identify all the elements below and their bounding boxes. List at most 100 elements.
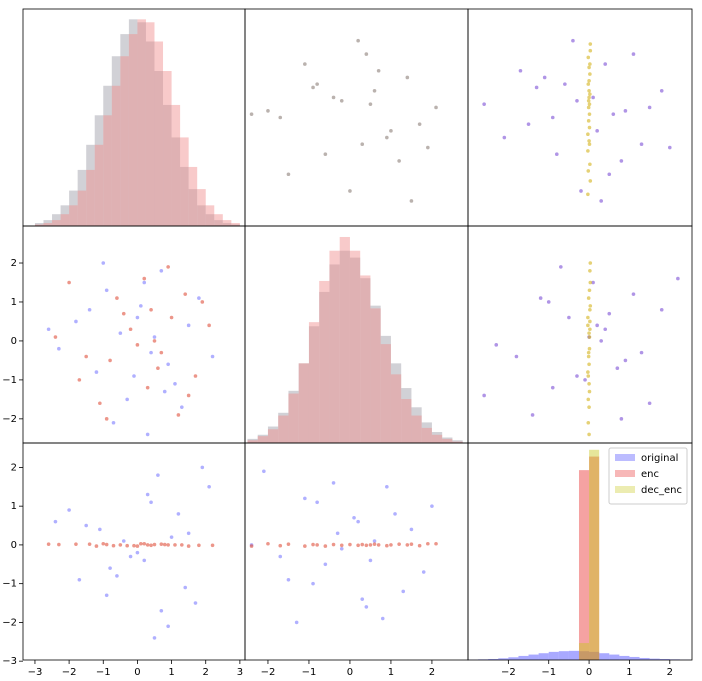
hist-bar [578,651,590,660]
hist-bar [145,22,155,226]
point [183,585,188,590]
hist-bar [288,390,299,443]
point [67,280,71,285]
point [87,542,92,546]
hist-bar [214,220,223,226]
point [303,496,307,501]
point [303,544,307,548]
hist-bar [508,657,519,660]
point [389,129,393,133]
point [311,581,315,586]
hist-bar [69,190,78,226]
point [586,323,590,328]
hist-bar [578,643,590,660]
point [434,541,438,546]
point [526,122,531,126]
point [538,296,543,300]
hist-bar [558,651,569,660]
point [372,539,377,543]
y-tick-label: 0 [11,336,17,347]
point [323,562,328,567]
hist-bar [43,223,53,226]
hist-bar [452,441,463,443]
point [193,601,198,605]
hist-bar [498,658,509,660]
point [368,102,373,106]
point [587,139,591,143]
hist-bar [360,275,371,443]
point [376,68,381,73]
point [587,65,591,70]
hist-bar [171,104,181,226]
point [380,616,385,621]
point [659,88,664,93]
point [186,544,191,548]
point [587,432,591,437]
hist-bar [329,250,340,443]
point [331,542,336,547]
point [586,296,591,300]
point [356,543,360,548]
hist-bar [488,658,499,660]
point [534,85,539,90]
point [599,199,603,203]
hist-bar [77,169,87,226]
point [588,62,592,66]
point [430,504,434,508]
point [331,481,336,485]
x-tick-label: −2 [261,667,276,678]
hist-bar [188,189,198,226]
point [125,543,129,548]
hist-bar [339,236,350,443]
point [142,276,147,281]
hist-bar [60,205,70,226]
point [101,261,106,265]
panel-frame [467,8,693,227]
hist-bar [247,440,258,443]
point [586,105,591,110]
panel-frame [244,442,469,661]
point [588,307,592,312]
hist-bar [421,422,432,443]
hist-bar [257,434,268,443]
point [169,535,174,539]
point [286,172,291,177]
point [588,319,592,324]
hist-bar [390,374,402,443]
point [74,319,78,324]
point [595,129,599,133]
panel [482,261,680,437]
point [186,393,191,398]
point [77,577,82,582]
point [128,554,133,559]
hist-bar [599,653,610,660]
point [587,112,592,116]
point [579,189,583,193]
point [360,142,365,147]
x-tick-label: 3 [237,667,243,678]
hist-bar [163,71,172,226]
point [135,550,140,555]
hist-bar [380,344,391,443]
point [559,265,563,269]
hist-bar [360,278,371,443]
y-tick-label: 1 [11,297,17,308]
point [135,544,140,548]
hist-bar [589,456,600,660]
legend-label: enc [641,469,659,480]
point [278,115,283,120]
point [266,541,270,546]
point [587,346,592,351]
point [623,358,628,363]
hist-bar [578,470,590,660]
hist-bar [411,415,422,443]
point [615,366,620,370]
point [482,102,486,106]
point [588,92,592,96]
hist-bar [278,415,289,443]
point [631,292,636,296]
point [405,543,410,547]
point [619,417,624,421]
hist-bar [589,449,600,660]
point [356,38,360,43]
